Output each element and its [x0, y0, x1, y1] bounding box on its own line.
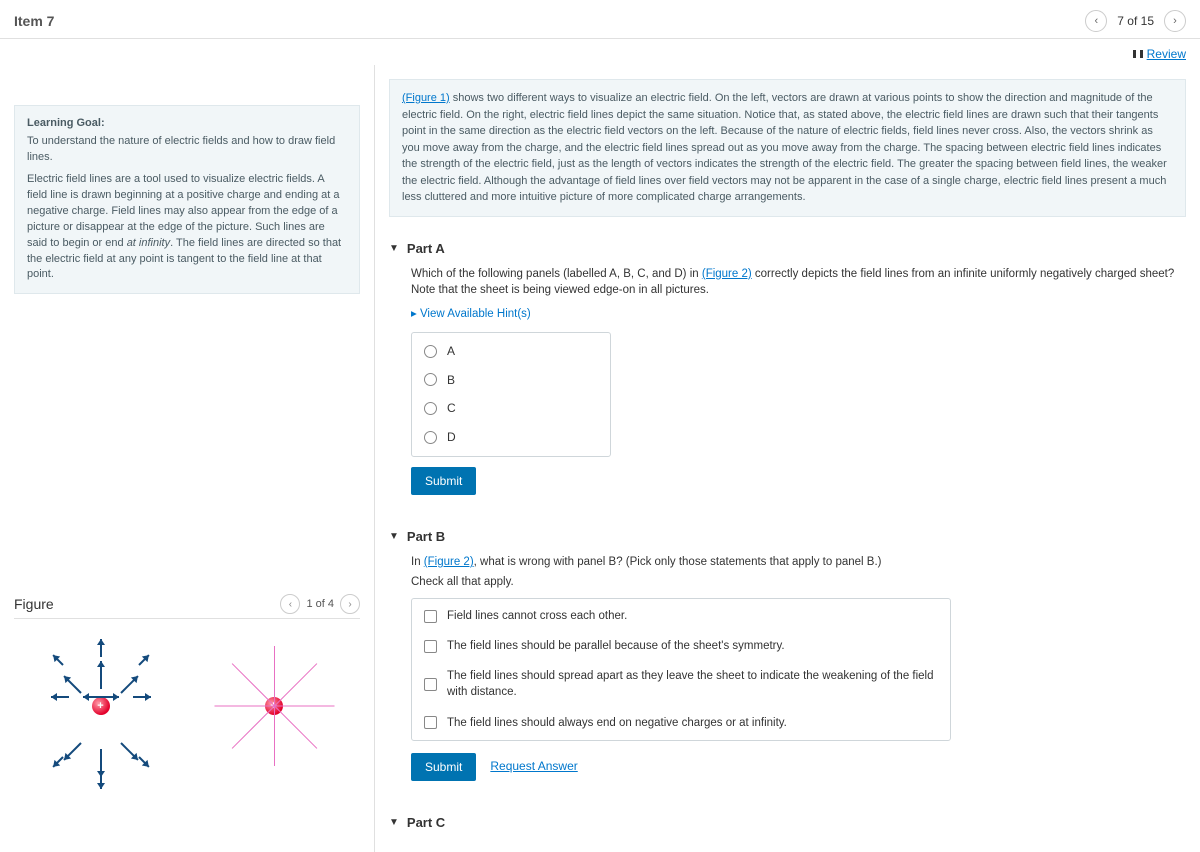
hints-toggle[interactable]: ▸ View Available Hint(s)	[411, 306, 531, 322]
option-label: C	[447, 400, 456, 417]
checkbox-2[interactable]	[424, 640, 437, 653]
figure-image: + +	[14, 619, 360, 779]
part-b-title: Part B	[407, 529, 445, 544]
option-label: Field lines cannot cross each other.	[447, 608, 627, 624]
review-label: Review	[1147, 47, 1186, 61]
intro-text: shows two different ways to visualize an…	[402, 92, 1167, 203]
review-link[interactable]: Review	[1133, 47, 1186, 61]
figure-counter: 1 of 4	[306, 598, 334, 610]
item-title: Item 7	[14, 13, 54, 29]
learning-goal-label: Learning Goal:	[27, 116, 347, 132]
part-b-header[interactable]: ▼ Part B	[389, 519, 1186, 552]
caret-down-icon: ▼	[389, 531, 399, 542]
item-counter: 7 of 15	[1113, 14, 1158, 28]
part-c-title: Part C	[407, 815, 445, 830]
option-label: A	[447, 343, 455, 360]
radio-b[interactable]	[424, 373, 437, 386]
option-label: The field lines should be parallel becau…	[447, 638, 785, 654]
request-answer-link[interactable]: Request Answer	[490, 758, 577, 775]
figure-title: Figure	[14, 596, 54, 612]
part-a-title: Part A	[407, 241, 445, 256]
caret-down-icon: ▼	[389, 243, 399, 254]
part-a-options: A B C D	[411, 332, 611, 457]
option-label: B	[447, 372, 455, 389]
learning-goal-text: To understand the nature of electric fie…	[27, 135, 335, 163]
checkbox-3[interactable]	[424, 678, 437, 691]
part-c-header[interactable]: ▼ Part C	[389, 805, 1186, 838]
option-label: The field lines should always end on neg…	[447, 715, 787, 731]
radio-c[interactable]	[424, 402, 437, 415]
review-icon	[1133, 50, 1143, 58]
option-label: The field lines should spread apart as t…	[447, 668, 938, 700]
prev-item-button[interactable]: ‹	[1085, 10, 1107, 32]
part-a-header[interactable]: ▼ Part A	[389, 231, 1186, 264]
learning-goal-description: Electric field lines are a tool used to …	[27, 172, 347, 284]
main-content: (Figure 1) shows two different ways to v…	[375, 65, 1200, 852]
figure-pager: ‹ 1 of 4 ›	[280, 594, 360, 614]
caret-down-icon: ▼	[389, 817, 399, 828]
checkbox-1[interactable]	[424, 610, 437, 623]
part-a-submit-button[interactable]: Submit	[411, 467, 476, 495]
checkbox-4[interactable]	[424, 716, 437, 729]
next-item-button[interactable]: ›	[1164, 10, 1186, 32]
option-label: D	[447, 429, 456, 446]
figure-next-button[interactable]: ›	[340, 594, 360, 614]
intro-box: (Figure 1) shows two different ways to v…	[389, 79, 1186, 217]
radio-a[interactable]	[424, 345, 437, 358]
part-b-options: Field lines cannot cross each other. The…	[411, 598, 951, 740]
part-a-question: Which of the following panels (labelled …	[411, 266, 1186, 298]
figure2-link[interactable]: (Figure 2)	[424, 556, 474, 568]
radio-d[interactable]	[424, 431, 437, 444]
figure1-link[interactable]: (Figure 1)	[402, 92, 450, 104]
part-b-question: In (Figure 2), what is wrong with panel …	[411, 554, 1186, 570]
pager: ‹ 7 of 15 ›	[1085, 10, 1186, 32]
sidebar: Learning Goal: To understand the nature …	[0, 65, 375, 852]
part-b-body: In (Figure 2), what is wrong with panel …	[389, 552, 1186, 791]
figure-prev-button[interactable]: ‹	[280, 594, 300, 614]
part-a-body: Which of the following panels (labelled …	[389, 264, 1186, 505]
part-b-submit-button[interactable]: Submit	[411, 753, 476, 781]
part-b-instruction: Check all that apply.	[411, 574, 1186, 590]
learning-goal-box: Learning Goal: To understand the nature …	[14, 105, 360, 294]
figure2-link[interactable]: (Figure 2)	[702, 268, 752, 280]
